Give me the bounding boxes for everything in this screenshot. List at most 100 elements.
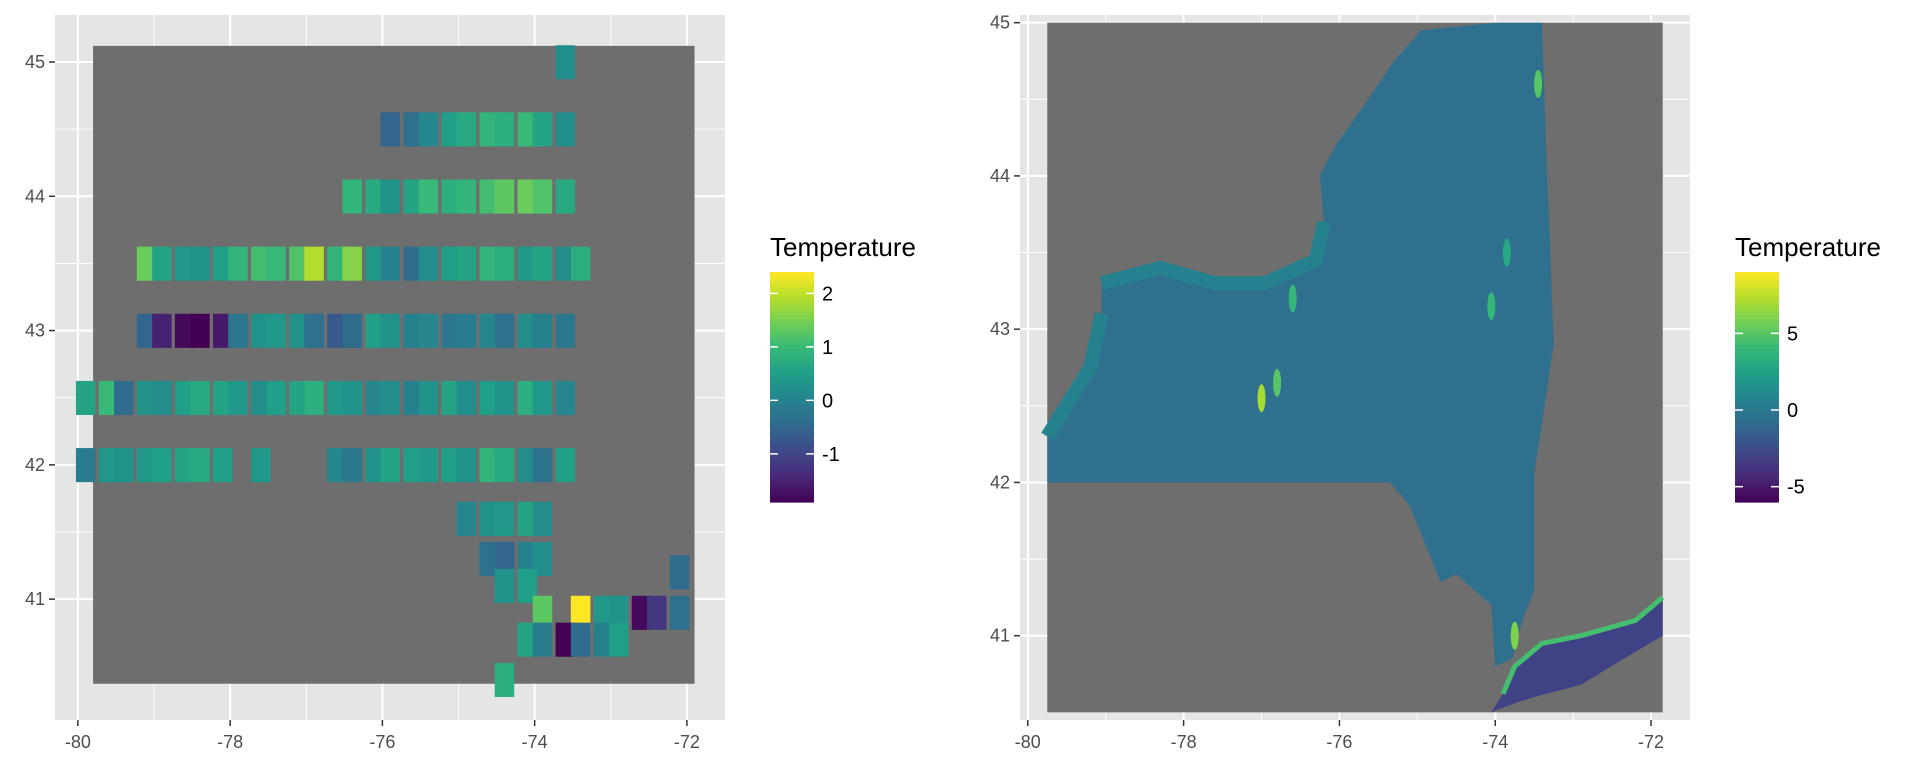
heat-cell — [517, 448, 538, 483]
colorbar-segment — [1735, 486, 1779, 492]
heat-cell — [152, 448, 172, 483]
heat-cell — [441, 246, 461, 281]
colorbar-segment — [770, 406, 814, 411]
land-raster — [1047, 22, 1554, 667]
colorbar-segment — [1735, 494, 1779, 499]
colorbar-segment — [770, 306, 814, 311]
colorbar-segment — [770, 398, 814, 403]
heat-cell — [266, 380, 286, 415]
colorbar-segment — [770, 479, 814, 484]
x-tick-label: -78 — [217, 732, 243, 752]
heat-cell — [266, 313, 286, 348]
heat-cell — [555, 380, 576, 415]
right-legend-title: Temperature — [1735, 232, 1881, 262]
y-tick-label: 45 — [990, 13, 1010, 33]
heat-cell — [403, 313, 423, 348]
colorbar-segment — [1735, 329, 1779, 334]
colorbar-segment — [1735, 310, 1779, 315]
heat-cell — [136, 448, 157, 483]
colorbar-label: 0 — [1787, 400, 1798, 422]
heat-cell — [494, 112, 515, 147]
y-tick-label: 43 — [25, 321, 45, 341]
colorbar-segment — [1735, 436, 1779, 442]
colorbar-segment — [1735, 302, 1779, 308]
colorbar-segment — [770, 341, 814, 346]
heat-cell — [555, 179, 576, 214]
heat-cell — [570, 246, 591, 281]
heat-cell — [174, 313, 195, 348]
heat-cell — [289, 380, 309, 415]
colorbar-segment — [770, 329, 814, 334]
heat-cell — [456, 313, 477, 348]
heat-cell — [365, 380, 385, 415]
colorbar-segment — [770, 291, 814, 296]
colorbar-segment — [1735, 352, 1779, 357]
colorbar-segment — [1735, 344, 1779, 350]
heat-cell — [441, 112, 461, 147]
heat-cell — [251, 313, 271, 348]
heat-cell — [327, 448, 347, 483]
heat-cell — [327, 246, 347, 281]
heat-cell — [365, 313, 385, 348]
colorbar-segment — [1735, 348, 1779, 354]
heat-cell — [342, 448, 362, 483]
heat-cell — [494, 179, 515, 214]
heat-cell — [555, 448, 576, 483]
heat-cell — [494, 380, 515, 415]
heat-cell — [517, 179, 538, 214]
heat-cell — [251, 246, 271, 281]
heat-cell — [479, 380, 499, 415]
colorbar-segment — [1735, 314, 1779, 319]
colorbar-segment — [1735, 325, 1779, 331]
heat-cell — [403, 380, 423, 415]
colorbar-segment — [1735, 333, 1779, 338]
heat-cell — [555, 622, 576, 657]
y-tick-label: 45 — [25, 52, 45, 72]
heat-cell — [228, 313, 248, 348]
colorbar-segment — [1735, 444, 1779, 449]
heat-cell — [403, 246, 423, 281]
colorbar-segment — [1735, 318, 1779, 323]
heat-cell — [441, 448, 461, 483]
x-tick-label: -72 — [674, 732, 700, 752]
heat-cell — [479, 542, 499, 577]
heat-cell — [456, 179, 477, 214]
colorbar-segment — [1735, 337, 1779, 342]
heat-cell — [517, 313, 538, 348]
heat-cell — [555, 246, 576, 281]
heat-cell — [174, 448, 195, 483]
colorbar-segment — [1735, 413, 1779, 419]
heat-cell — [212, 380, 233, 415]
colorbar-segment — [770, 360, 814, 365]
colorbar-segment — [1735, 341, 1779, 346]
heat-cell — [456, 501, 477, 536]
heat-cell — [494, 542, 515, 577]
heat-cell — [479, 112, 499, 147]
heat-cell — [342, 380, 362, 415]
heat-cell — [441, 313, 461, 348]
colorbar-segment — [770, 486, 814, 492]
colorbar-segment — [770, 318, 814, 323]
heat-cell — [479, 179, 499, 214]
heat-cell — [403, 112, 423, 147]
left-heatmap-panel: -80 -78 -76 -74 -72 41 42 43 44 45 — [25, 15, 725, 752]
colorbar-segment — [1735, 402, 1779, 407]
heat-cell — [190, 313, 210, 348]
colorbar-segment — [770, 440, 814, 446]
heat-cell — [532, 595, 553, 630]
colorbar-segment — [770, 272, 814, 277]
colorbar-segment — [770, 371, 814, 377]
heat-cell — [114, 380, 134, 415]
heat-cell — [418, 112, 439, 147]
colorbar-segment — [770, 314, 814, 319]
heat-cell — [365, 448, 385, 483]
colorbar-segment — [1735, 360, 1779, 365]
heat-cell — [517, 112, 538, 147]
right-legend: Temperature 5 0 -5 — [1735, 232, 1881, 503]
heat-cell — [517, 622, 538, 657]
colorbar-segment — [770, 459, 814, 465]
colorbar-segment — [1735, 456, 1779, 461]
x-tick-label: -76 — [369, 732, 395, 752]
heat-cell — [342, 179, 362, 214]
hotspot — [1510, 621, 1519, 650]
